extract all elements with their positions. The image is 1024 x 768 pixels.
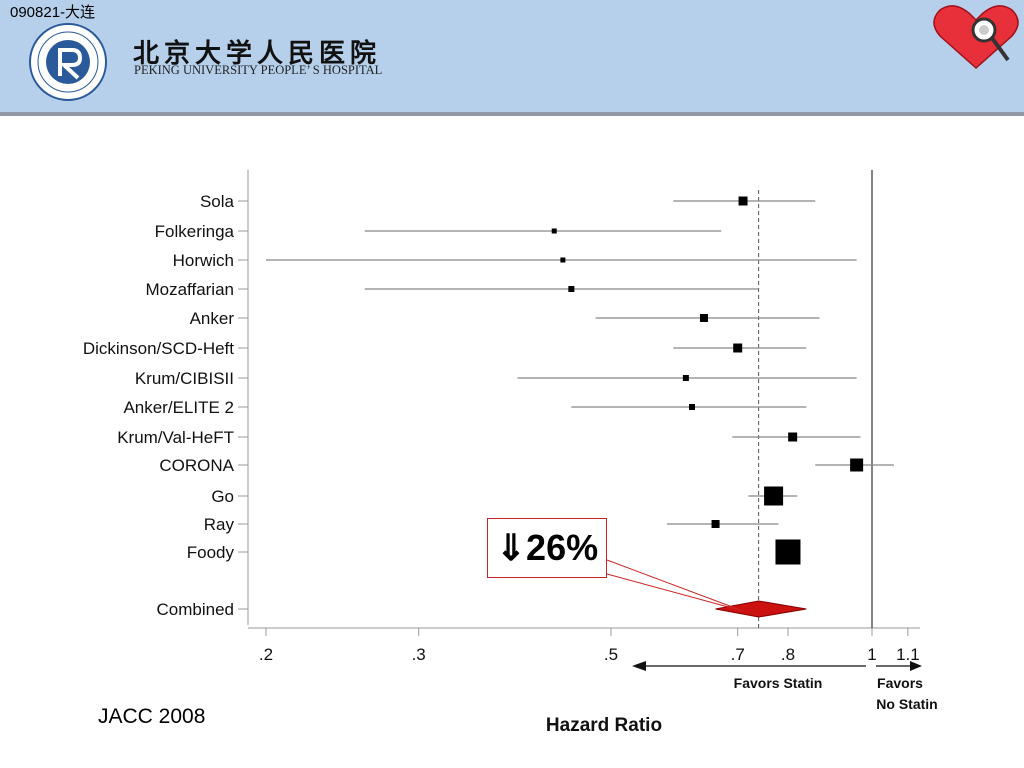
hazard-ratio-point	[699, 314, 708, 322]
x-tick-label: .5	[604, 645, 618, 664]
favors-no-statin-label-line2: No Statin	[876, 696, 937, 712]
forest-plot: Sola Folkeringa Horwich Mozaffarian Anker Dic…	[83, 170, 938, 736]
study-label: Krum/CIBISII	[135, 369, 234, 388]
callout-leader-line	[606, 573, 744, 612]
source-citation: JACC 2008	[98, 705, 206, 728]
study-label: Foody	[187, 543, 235, 562]
hazard-ratio-point	[850, 458, 864, 472]
study-label: Combined	[157, 600, 235, 619]
hazard-ratio-point	[764, 486, 784, 506]
hazard-ratio-point	[733, 343, 743, 353]
study-label: Anker	[190, 309, 235, 328]
hazard-ratio-point	[560, 257, 566, 263]
x-tick-label: .2	[259, 645, 273, 664]
x-axis-title: Hazard Ratio	[546, 715, 662, 736]
study-label: Dickinson/SCD-Heft	[83, 339, 234, 358]
study-label: Mozaffarian	[145, 280, 234, 299]
hazard-ratio-point	[738, 196, 748, 206]
hospital-logo-icon	[29, 23, 107, 101]
favors-statin-label: Favors Statin	[734, 675, 823, 691]
study-label: Horwich	[173, 251, 234, 270]
study-label: Sola	[200, 192, 235, 211]
study-label: Ray	[204, 515, 235, 534]
slide-header	[0, 0, 1024, 112]
study-label: Folkeringa	[155, 222, 235, 241]
hazard-ratio-point	[682, 375, 689, 381]
hazard-ratio-point	[568, 286, 575, 292]
hazard-ratio-point	[689, 404, 696, 410]
x-tick-label: 1	[867, 645, 876, 664]
favors-no-statin-label-line1: Favors	[877, 675, 923, 691]
study-label: CORONA	[159, 456, 234, 475]
callout-leader-line	[606, 559, 738, 610]
heart-stethoscope-icon	[933, 5, 1019, 70]
hospital-name-cn: 北京大学人民医院	[133, 39, 382, 69]
x-tick-label: .7	[731, 645, 745, 664]
hazard-ratio-point	[711, 520, 720, 528]
study-label: Krum/Val-HeFT	[117, 428, 234, 447]
hospital-name-en: PEKING UNIVERSITY PEOPLE’ S HOSPITAL	[134, 63, 383, 77]
x-tick-label: 1.1	[896, 645, 920, 664]
slide-tag: 090821-大连	[10, 4, 96, 21]
reduction-callout: ⇓26%	[487, 518, 607, 578]
study-label: Go	[211, 487, 234, 506]
study-label: Anker/ELITE 2	[123, 398, 234, 417]
header-divider	[0, 112, 1024, 116]
hazard-ratio-point	[788, 432, 798, 442]
hazard-ratio-point	[775, 539, 801, 565]
x-tick-label: .8	[781, 645, 795, 664]
hazard-ratio-point	[551, 228, 557, 234]
x-tick-label: .3	[412, 645, 426, 664]
favors-no-statin-arrowhead	[910, 661, 922, 671]
favors-statin-arrowhead	[632, 661, 646, 671]
combined-diamond	[715, 600, 807, 618]
